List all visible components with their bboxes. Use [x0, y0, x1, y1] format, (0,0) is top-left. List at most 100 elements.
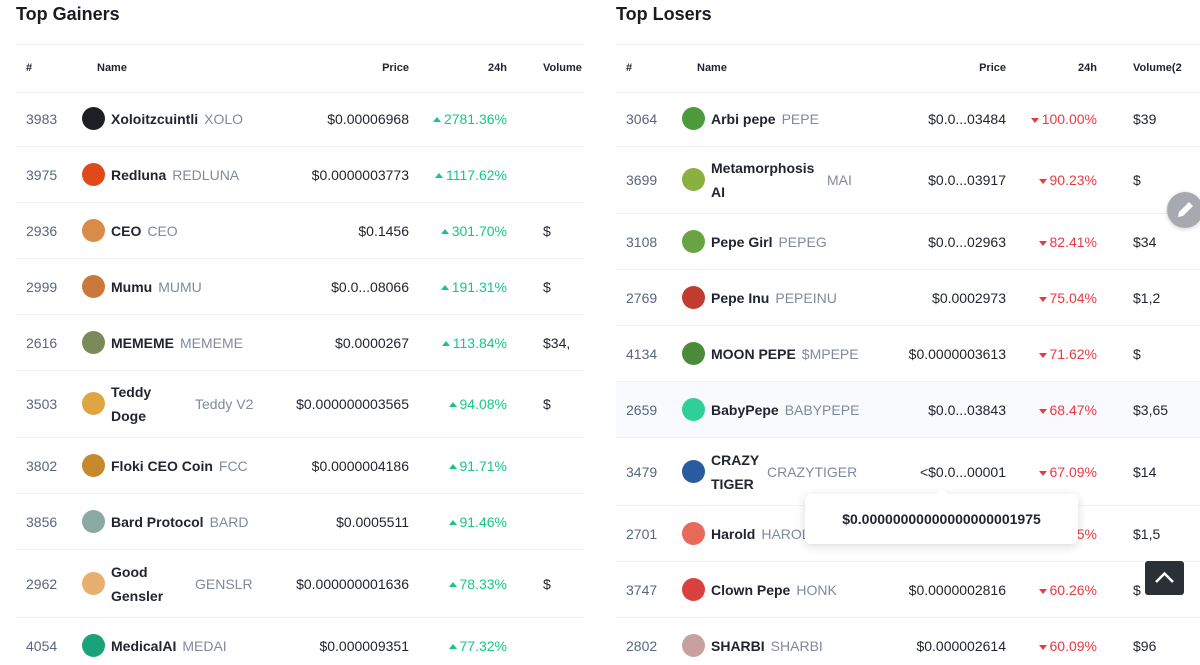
table-row: 3856 Bard Protocol BARD $0.0005511 91.46% — [16, 494, 585, 550]
price: $0.0005511 — [336, 513, 409, 530]
coin-symbol: SHARBI — [770, 637, 823, 654]
table-row: 2802 SHARBI SHARBI $0.000002614 60.09% $96 — [616, 618, 1200, 665]
coin-symbol: PEPEG — [778, 233, 827, 250]
price: $0.0000003613 — [908, 345, 1006, 362]
rank: 2659 — [626, 401, 658, 418]
price: $0.0000004186 — [311, 457, 409, 474]
scroll-top-button[interactable] — [1145, 561, 1184, 595]
pencil-icon — [1178, 202, 1193, 217]
price: $0.0002973 — [932, 289, 1006, 306]
column-header: Price — [979, 62, 1006, 74]
change-24h: 78.33% — [449, 576, 507, 592]
coin-symbol: MEMEME — [180, 334, 243, 351]
panel-title: Top Losers — [616, 4, 712, 24]
table-row: 2701 Harold HAROLD 5% $1,5 — [616, 506, 1200, 562]
rank: 3064 — [626, 110, 658, 127]
name-cell: Pepe Inu PEPEINU — [711, 286, 886, 310]
name-cell: Teddy Doge Teddy V2 — [111, 380, 281, 428]
coin-symbol: CRAZYTIGER — [767, 463, 858, 480]
coin-symbol: CEO — [147, 222, 178, 239]
coin-name: MedicalAI — [111, 637, 177, 654]
rank: 3983 — [26, 110, 58, 127]
volume: $ — [1133, 345, 1141, 362]
table-row: 3503 Teddy Doge Teddy V2 $0.000000003565 94.… — [16, 371, 585, 438]
coin-icon — [682, 285, 705, 309]
price: $0.000009351 — [319, 637, 409, 654]
price-tooltip: $0.00000000000000000001975 — [805, 488, 1078, 544]
volume: $ — [1133, 581, 1141, 598]
change-24h: 77.32% — [449, 638, 507, 654]
change-24h: 91.46% — [449, 514, 507, 530]
name-cell: Pepe Girl PEPEG — [711, 230, 886, 254]
volume: $34, — [543, 334, 571, 351]
rank: 3479 — [626, 463, 658, 480]
volume: $ — [1133, 172, 1141, 188]
chevron-up-icon — [1155, 571, 1174, 583]
table-row: 2769 Pepe Inu PEPEINU $0.0002973 75.04% $1,2 — [616, 270, 1200, 326]
volume: $ — [543, 278, 551, 295]
price: $0.000000003565 — [296, 396, 409, 412]
name-cell: Mumu MUMU — [111, 275, 281, 299]
price: $0.0...03843 — [928, 401, 1006, 418]
volume: $96 — [1133, 637, 1157, 654]
coin-symbol: XOLO — [204, 110, 244, 127]
rank: 2999 — [26, 278, 58, 295]
coin-icon — [682, 397, 705, 421]
rank: 2936 — [26, 222, 58, 239]
change-24h: 100.00% — [1031, 111, 1097, 127]
change-24h: 82.41% — [1039, 234, 1097, 250]
rank: 2769 — [626, 289, 658, 306]
coin-symbol: BABYPEPE — [784, 401, 860, 418]
table-row: 3983 Xoloitzcuintli XOLO $0.00006968 2781.36… — [16, 91, 585, 147]
coin-symbol: REDLUNA — [172, 166, 240, 183]
edit-button[interactable] — [1167, 192, 1200, 228]
coin-name: Clown Pepe — [711, 581, 791, 598]
coin-name: Harold — [711, 525, 756, 542]
name-cell: Clown Pepe HONK — [711, 578, 886, 602]
change-24h: 191.31% — [441, 279, 507, 295]
table-row: 3699 Metamorphosis AI MAI $0.0...03917 90.23… — [616, 147, 1200, 214]
coin-symbol: PEPE — [781, 110, 819, 127]
coin-symbol: MEDAI — [182, 637, 227, 654]
rank: 3108 — [626, 233, 658, 250]
change-24h: 71.62% — [1039, 346, 1097, 362]
change-24h: 60.26% — [1039, 582, 1097, 598]
column-header: 24h — [1078, 62, 1097, 74]
coin-name: MOON PEPE — [711, 345, 796, 362]
name-cell: MEMEME MEMEME — [111, 331, 281, 355]
change-24h: 2781.36% — [433, 111, 507, 127]
rank: 2962 — [26, 575, 58, 592]
price: <$0.0...00001 — [919, 463, 1006, 480]
coin-icon — [682, 341, 705, 365]
table-row: 3108 Pepe Girl PEPEG $0.0...02963 82.41% $34 — [616, 214, 1200, 270]
rank: 2802 — [626, 637, 658, 654]
table-row: 2962 Good Gensler GENSLR $0.000000001636 78.… — [16, 550, 585, 618]
column-header: Name — [97, 62, 127, 74]
coin-icon — [82, 330, 105, 354]
coin-icon — [682, 229, 705, 253]
coin-icon — [682, 168, 705, 191]
coin-name: BabyPepe — [711, 401, 779, 418]
volume: $ — [543, 222, 551, 239]
volume: $1,2 — [1133, 289, 1161, 306]
column-header: Name — [697, 62, 727, 74]
column-header: # — [26, 62, 33, 74]
name-cell: Xoloitzcuintli XOLO — [111, 107, 281, 131]
coin-name: Teddy Doge — [111, 384, 152, 424]
column-header: 24h — [488, 62, 507, 74]
coin-name: Mumu — [111, 278, 153, 295]
table-row: 3975 Redluna REDLUNA $0.0000003773 1117.62% — [16, 147, 585, 203]
name-cell: Good Gensler GENSLR — [111, 560, 281, 608]
name-cell: CEO CEO — [111, 219, 281, 243]
rank: 3975 — [26, 166, 58, 183]
volume: $34 — [1133, 233, 1157, 250]
coin-icon — [682, 633, 705, 657]
coin-icon — [682, 459, 705, 483]
coin-symbol: MUMU — [158, 278, 202, 295]
change-24h: 60.09% — [1039, 638, 1097, 654]
coin-icon — [82, 106, 105, 130]
coin-name: Pepe Girl — [711, 233, 773, 250]
change-24h: 113.84% — [442, 335, 507, 351]
table-row: 4054 MedicalAI MEDAI $0.000009351 77.32% — [16, 618, 585, 665]
column-header: # — [626, 62, 633, 74]
